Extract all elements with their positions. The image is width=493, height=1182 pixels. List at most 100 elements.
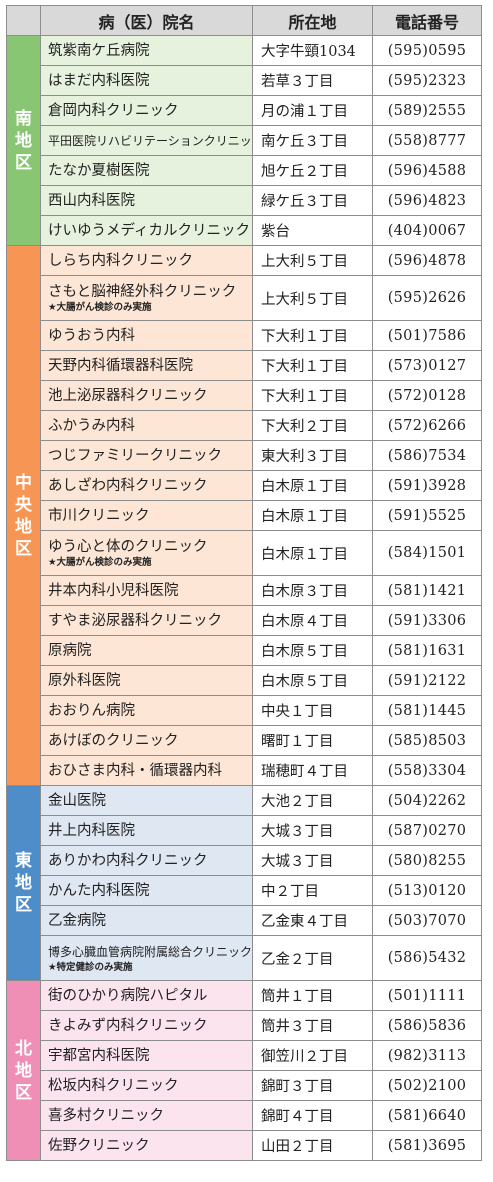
clinic-address: 白木原４丁目 — [252, 605, 373, 636]
clinic-phone: (501)1111 — [372, 980, 482, 1011]
clinic-phone: (589)2555 — [372, 95, 482, 126]
clinic-name-cell: すやま泌尿器科クリニック — [40, 605, 253, 636]
clinic-phone: (591)3306 — [372, 605, 482, 636]
table-row: ありかわ内科クリニック 大城３丁目 (580)8255 — [7, 845, 482, 876]
clinic-name: しらち内科クリニック — [48, 252, 193, 269]
clinic-name-cell: けいゆうメディカルクリニック — [40, 215, 253, 246]
clinic-name: あけぼのクリニック — [48, 732, 179, 749]
clinic-phone: (502)2100 — [372, 1070, 482, 1101]
clinic-phone: (591)3928 — [372, 470, 482, 501]
clinic-phone: (586)7534 — [372, 440, 482, 471]
clinic-name-cell: はまだ内科医院 — [40, 65, 253, 96]
clinic-phone: (595)2323 — [372, 65, 482, 96]
clinic-name: 博多心臓血管病院附属総合クリニック — [48, 945, 253, 959]
clinic-address: 大城３丁目 — [252, 845, 373, 876]
clinic-name: 市川クリニック — [48, 507, 150, 524]
clinic-phone: (595)2626 — [372, 275, 482, 321]
clinic-phone: (504)2262 — [372, 785, 482, 816]
clinic-address: 紫台 — [252, 215, 373, 246]
table-row: 市川クリニック 白木原１丁目 (591)5525 — [7, 500, 482, 531]
clinic-address: 月の浦１丁目 — [252, 95, 373, 126]
district-label: 南地区 — [6, 35, 41, 246]
clinic-name-cell: ふかうみ内科 — [40, 410, 253, 441]
clinic-address: 御笠川２丁目 — [252, 1040, 373, 1071]
clinic-phone: (595)0595 — [372, 35, 482, 66]
clinic-name: ふかうみ内科 — [48, 417, 135, 434]
clinic-address: 曙町１丁目 — [252, 725, 373, 756]
clinic-name: ありかわ内科クリニック — [48, 852, 208, 869]
table-row: 井本内科小児科医院 白木原３丁目 (581)1421 — [7, 575, 482, 606]
clinic-phone: (581)6640 — [372, 1100, 482, 1131]
clinic-address: 下大利２丁目 — [252, 410, 373, 441]
table-row: 原病院 白木原５丁目 (581)1631 — [7, 635, 482, 666]
table-row: 宇都宮内科医院 御笠川２丁目 (982)3113 — [7, 1040, 482, 1071]
clinic-name-cell: あしざわ内科クリニック — [40, 470, 253, 501]
clinic-phone: (404)0067 — [372, 215, 482, 246]
table-row: はまだ内科医院 若草３丁目 (595)2323 — [7, 65, 482, 96]
clinic-phone: (591)2122 — [372, 665, 482, 696]
district-label-text: 東地区 — [15, 851, 32, 915]
clinic-name: ゆう心と体のクリニック — [48, 539, 208, 555]
clinic-name-cell: 西山内科医院 — [40, 185, 253, 216]
clinic-address: 下大利１丁目 — [252, 320, 373, 351]
clinic-phone: (581)3695 — [372, 1130, 482, 1161]
clinic-name: 松坂内科クリニック — [48, 1077, 179, 1094]
clinic-name: 原病院 — [48, 642, 92, 659]
clinic-name-cell: あけぼのクリニック — [40, 725, 253, 756]
table-row: かんた内科医院 中２丁目 (513)0120 — [7, 875, 482, 906]
clinic-name-cell: つじファミリークリニック — [40, 440, 253, 471]
clinic-address: 乙金２丁目 — [252, 935, 373, 981]
clinic-phone: (585)8503 — [372, 725, 482, 756]
clinic-address: 白木原５丁目 — [252, 635, 373, 666]
clinic-address: 大池２丁目 — [252, 785, 373, 816]
table-row: ふかうみ内科 下大利２丁目 (572)6266 — [7, 410, 482, 441]
clinic-address: 中央１丁目 — [252, 695, 373, 726]
table-row: ゆうおう内科 下大利１丁目 (501)7586 — [7, 320, 482, 351]
clinic-address: 白木原１丁目 — [252, 500, 373, 531]
clinic-name-cell: 井上内科医院 — [40, 815, 253, 846]
district-label-text: 中央地区 — [15, 472, 32, 559]
table-row: 松坂内科クリニック 錦町３丁目 (502)2100 — [7, 1070, 482, 1101]
table-row: 原外科医院 白木原５丁目 (591)2122 — [7, 665, 482, 696]
clinic-name-cell: おおりん病院 — [40, 695, 253, 726]
clinic-name: はまだ内科医院 — [48, 72, 150, 89]
clinic-name: 井上内科医院 — [48, 822, 135, 839]
clinic-name: ゆうおう内科 — [48, 327, 135, 344]
clinic-phone: (580)8255 — [372, 845, 482, 876]
clinic-address: 旭ケ丘２丁目 — [252, 155, 373, 186]
clinic-name-cell: 市川クリニック — [40, 500, 253, 531]
clinic-address: 乙金東４丁目 — [252, 905, 373, 936]
clinic-name-cell: きよみず内科クリニック — [40, 1010, 253, 1041]
clinic-phone: (591)5525 — [372, 500, 482, 531]
clinic-name-cell: かんた内科医院 — [40, 875, 253, 906]
clinic-phone: (581)1421 — [372, 575, 482, 606]
clinic-name: さもと脳神経外科クリニック — [48, 284, 237, 300]
clinic-address: 白木原１丁目 — [252, 530, 373, 576]
clinic-name-cell: 筑紫南ケ丘病院 — [40, 35, 253, 66]
clinic-name-cell: ありかわ内科クリニック — [40, 845, 253, 876]
clinic-address: 筒井３丁目 — [252, 1010, 373, 1041]
table-row: さもと脳神経外科クリニック ★大腸がん検診のみ実施 上大利５丁目 (595)2626 — [7, 275, 482, 321]
table-row: 北地区 街のひかり病院ハピタル 筒井１丁目 (501)1111 — [6, 980, 482, 1161]
clinic-phone: (596)4878 — [372, 245, 482, 276]
clinic-name-cell: 原外科医院 — [40, 665, 253, 696]
clinic-address: 下大利１丁目 — [252, 380, 373, 411]
clinic-phone: (558)3304 — [372, 755, 482, 786]
clinic-address: 白木原３丁目 — [252, 575, 373, 606]
table-row: おひさま内科・循環器内科 瑞穂町４丁目 (558)3304 — [7, 755, 482, 786]
clinic-name-cell: 池上泌尿器科クリニック — [40, 380, 253, 411]
clinic-name: 宇都宮内科医院 — [48, 1047, 150, 1064]
clinic-name-cell: 倉岡内科クリニック — [40, 95, 253, 126]
clinic-name: 西山内科医院 — [48, 192, 135, 209]
clinic-phone: (584)1501 — [372, 530, 482, 576]
clinic-phone: (596)4823 — [372, 185, 482, 216]
clinic-phone: (586)5432 — [372, 935, 482, 981]
clinic-address: 上大利５丁目 — [252, 275, 373, 321]
header-corner — [6, 5, 41, 36]
clinic-name: 乙金病院 — [48, 912, 106, 929]
clinic-name: きよみず内科クリニック — [48, 1017, 208, 1034]
clinic-name: 池上泌尿器科クリニック — [48, 387, 208, 404]
clinic-address: 白木原１丁目 — [252, 470, 373, 501]
clinic-address: 若草３丁目 — [252, 65, 373, 96]
clinic-name: 佐野クリニック — [48, 1137, 150, 1154]
